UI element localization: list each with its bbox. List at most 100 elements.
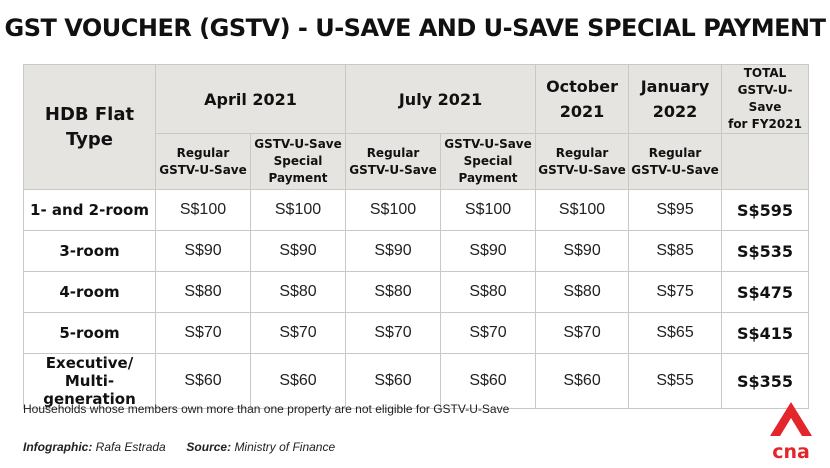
infographic-value: Rafa Estrada [95,440,166,454]
row-label: 3-room [23,230,156,272]
total-header-line3: for FY2021 [728,117,802,131]
table-cell: S$90 [155,230,251,272]
january-header-line2: 2022 [652,102,698,121]
header-row-top: HDB Flat Type April 2021 July 2021 Octob… [23,64,810,190]
april-header: April 2021 [154,64,347,134]
total-header-line1: TOTAL [743,66,787,80]
row-label-line1: 4-room [59,283,120,301]
total-cell: S$355 [721,353,810,409]
table-cell: S$95 [628,189,723,231]
table-cell: S$60 [155,353,251,409]
january-header: January 2022 [628,64,723,134]
table-cell: S$70 [440,312,537,354]
table-cell: S$75 [628,271,723,313]
source-value: Ministry of Finance [234,440,336,454]
table-cell: S$90 [345,230,442,272]
regular-line2: GSTV-U-Save [538,162,626,177]
april-regular-header: Regular GSTV-U-Save [155,133,251,190]
regular-line1: Regular [555,145,609,160]
total-header-line2: GSTV-U-Save [737,83,793,114]
october-header-line2: 2021 [559,102,605,121]
row-label-line1: 3-room [59,242,120,260]
table-cell: S$55 [628,353,723,409]
october-header: October 2021 [535,64,630,134]
total-header: TOTAL GSTV-U-Save for FY2021 [721,64,810,134]
table-cell: S$100 [535,189,630,231]
flat-type-header-line2: Type [66,129,113,150]
january-regular-header: Regular GSTV-U-Save [628,133,723,190]
special-line1: GSTV-U-Save [254,137,342,151]
table-cell: S$80 [155,271,251,313]
table-cell: S$90 [440,230,537,272]
header-row-sub: Regular GSTV-U-Save GSTV-U-Save Special … [24,133,810,190]
source-label: Source: [186,440,232,454]
table-row: Executive/ Multi-generation S$60 S$60 S$… [23,353,810,409]
table-row: 1- and 2-room S$100 S$100 S$100 S$100 S$… [23,189,810,231]
october-regular-header: Regular GSTV-U-Save [535,133,630,190]
cna-logo-text: cna [772,441,810,462]
table-cell: S$70 [249,312,347,354]
table-cell: S$90 [535,230,630,272]
regular-line1: Regular [176,145,230,160]
july-header: July 2021 [345,64,537,134]
july-special-header: GSTV-U-Save Special Payment [440,133,537,190]
total-cell: S$415 [721,312,810,354]
row-label-line1: 5-room [59,324,120,342]
credits: Infographic: Rafa Estrada Source: Minist… [23,440,335,454]
table-cell: S$80 [249,271,347,313]
total-cell: S$535 [721,230,810,272]
total-cell: S$595 [721,189,810,231]
regular-line1: Regular [366,145,420,160]
row-label-line2: Multi-generation [43,372,136,408]
footnote: Households whose members own more than o… [23,402,510,416]
january-header-line1: January [640,77,710,96]
row-label-line1: 1- and 2-room [30,201,149,219]
row-label: 5-room [23,312,156,354]
special-line1: GSTV-U-Save [444,137,532,151]
total-cell: S$475 [721,271,810,313]
table-cell: S$70 [345,312,442,354]
table-cell: S$70 [155,312,251,354]
row-label: 4-room [23,271,156,313]
infographic-label: Infographic: [23,440,93,454]
table-row: 4-room S$80 S$80 S$80 S$80 S$80 S$75 S$4… [23,271,810,313]
table-cell: S$70 [535,312,630,354]
row-label-line1: Executive/ [45,354,134,372]
table-cell: S$60 [440,353,537,409]
special-line3: Payment [458,171,518,185]
table-cell: S$80 [535,271,630,313]
flat-type-header: HDB Flat Type [23,64,156,190]
cna-logo-icon: cna [770,402,812,462]
regular-line1: Regular [648,145,702,160]
table-cell: S$90 [249,230,347,272]
flat-type-header-line1: HDB Flat [44,104,135,125]
regular-line2: GSTV-U-Save [631,162,719,177]
cna-logo-arrow [770,402,812,436]
row-label: Executive/ Multi-generation [23,353,156,409]
table-row: 5-room S$70 S$70 S$70 S$70 S$70 S$65 S$4… [23,312,810,354]
special-line3: Payment [268,171,328,185]
table-cell: S$80 [345,271,442,313]
page-title: GST VOUCHER (GSTV) - U-SAVE AND U-SAVE S… [4,14,826,42]
regular-line2: GSTV-U-Save [349,162,437,177]
july-regular-header: Regular GSTV-U-Save [345,133,442,190]
special-line2: Special [463,154,513,168]
row-label: 1- and 2-room [23,189,156,231]
april-special-header: GSTV-U-Save Special Payment [249,133,347,190]
table-cell: S$100 [440,189,537,231]
table-cell: S$80 [440,271,537,313]
table-row: 3-room S$90 S$90 S$90 S$90 S$90 S$85 S$5… [23,230,810,272]
table-cell: S$65 [628,312,723,354]
table-cell: S$60 [535,353,630,409]
total-sub-header-empty [721,133,810,190]
table-cell: S$100 [155,189,251,231]
table-cell: S$60 [345,353,442,409]
october-header-line1: October [546,77,618,96]
special-line2: Special [273,154,323,168]
table-cell: S$85 [628,230,723,272]
regular-line2: GSTV-U-Save [159,162,247,177]
table-cell: S$100 [249,189,347,231]
table-cell: S$60 [249,353,347,409]
table-cell: S$100 [345,189,442,231]
gstv-table: HDB Flat Type April 2021 July 2021 Octob… [23,64,810,409]
